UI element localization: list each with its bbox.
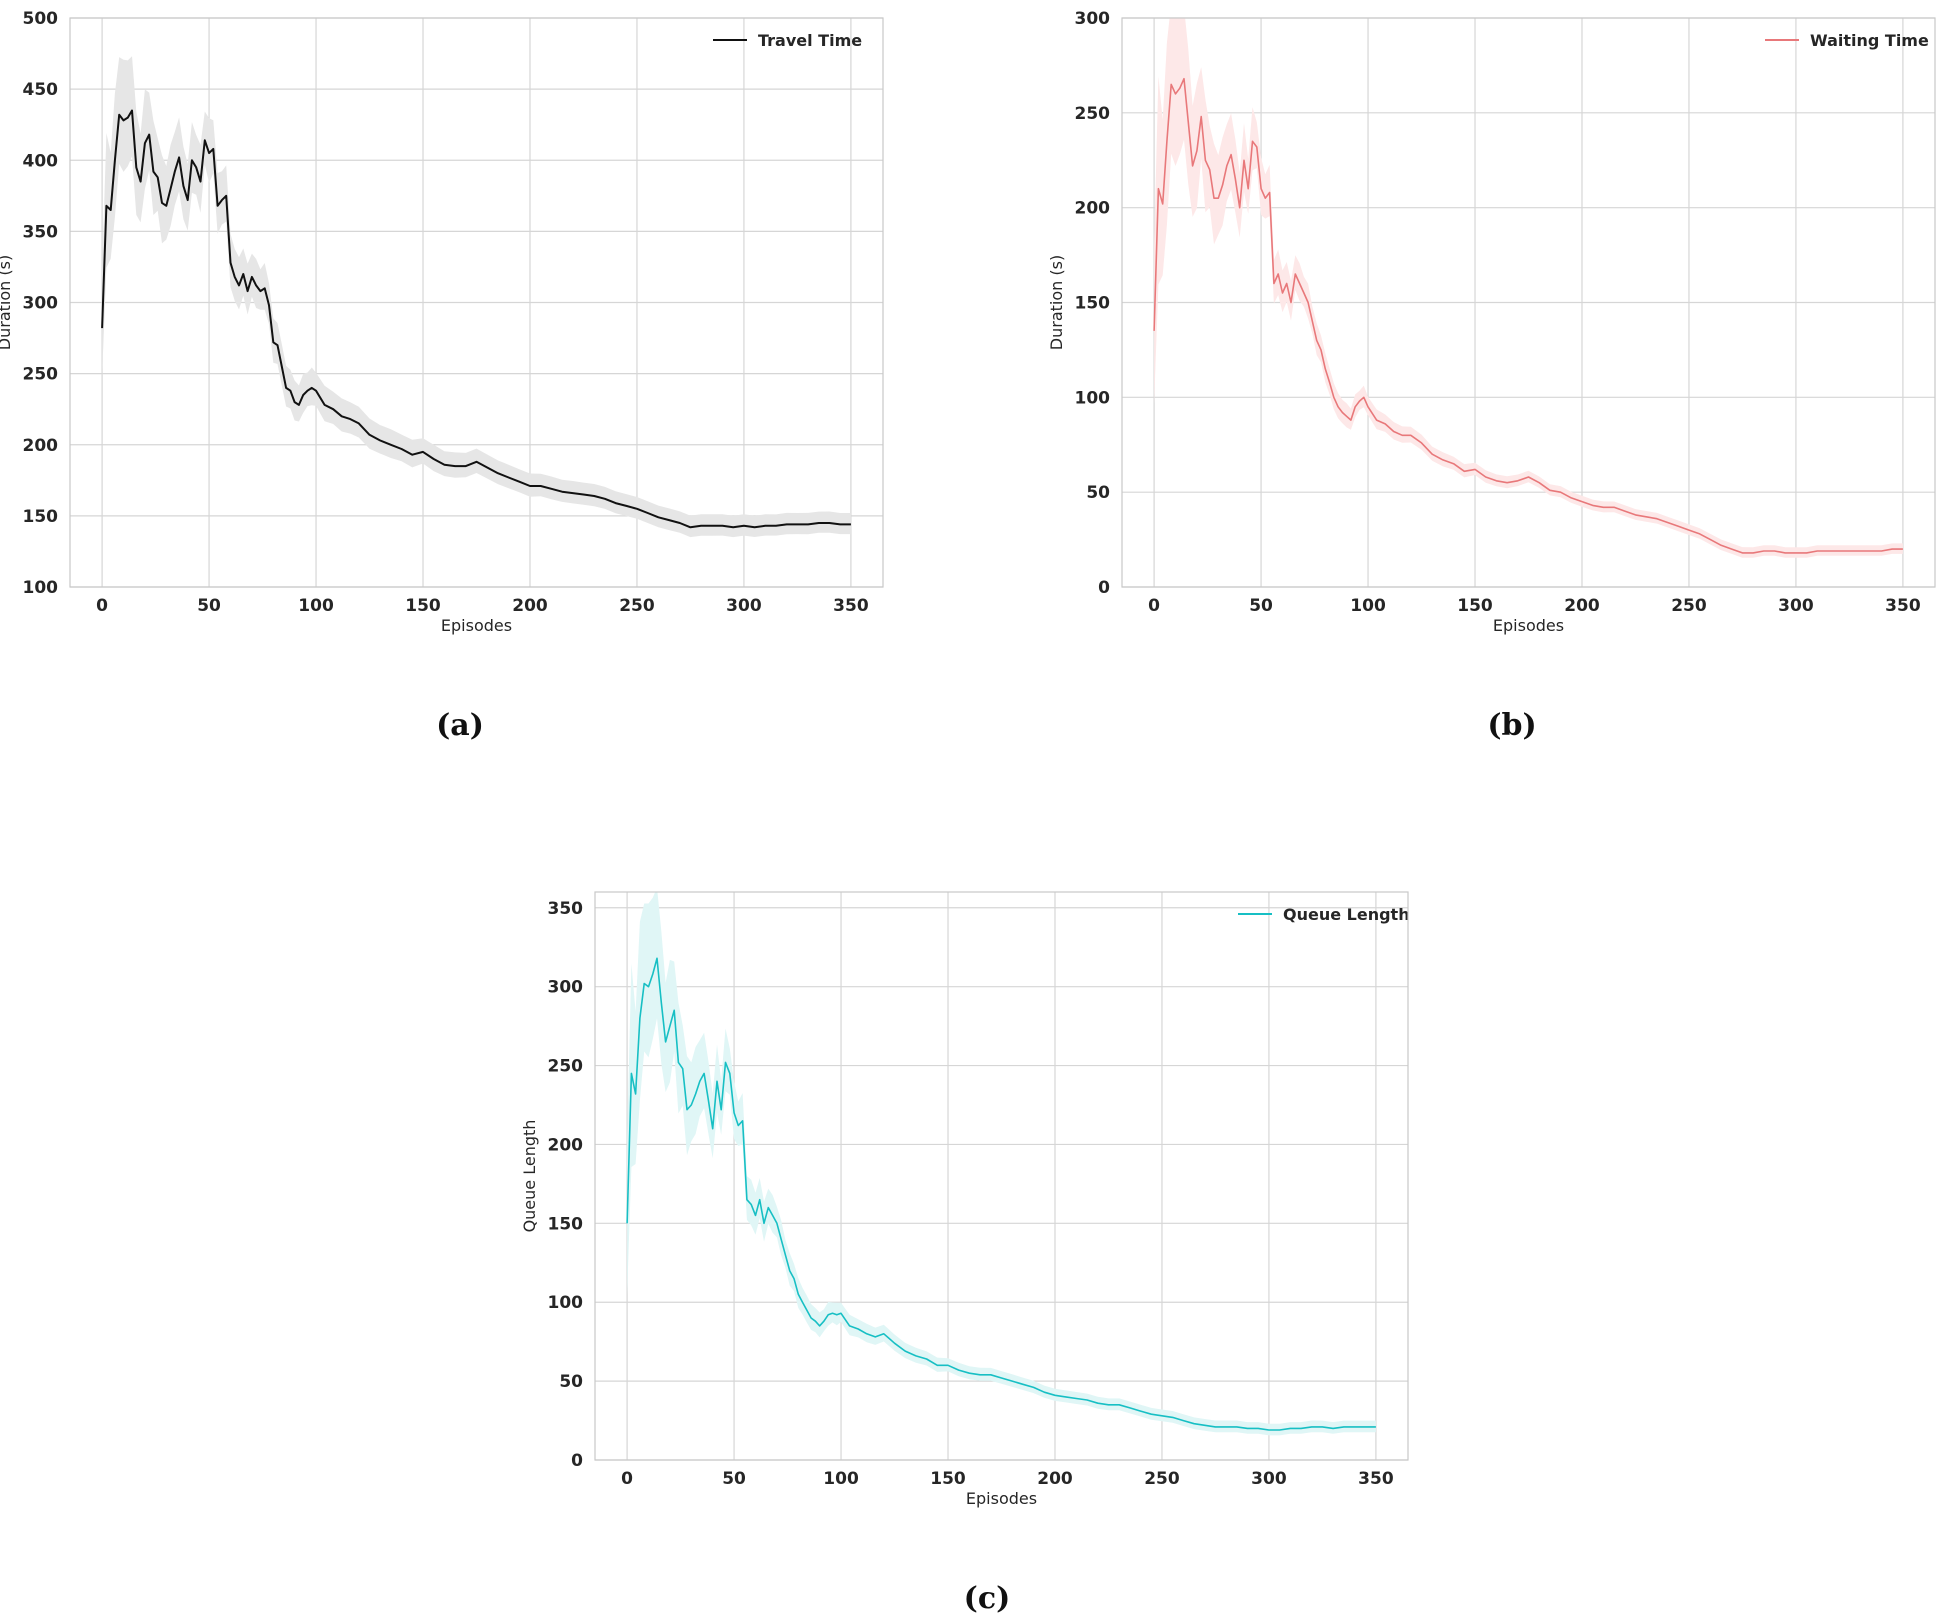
panel-caption: (c) — [964, 1581, 1011, 1616]
x-tick-label: 150 — [930, 1469, 966, 1489]
y-tick-label: 250 — [23, 365, 59, 385]
y-tick-label: 300 — [1075, 9, 1111, 29]
plot-frame — [1121, 17, 1936, 588]
x-tick-label: 200 — [1037, 1469, 1073, 1489]
series-line-queue-length — [626, 957, 1376, 1431]
x-axis-label: Episodes — [1493, 616, 1564, 635]
y-axis-label: Duration (s) — [0, 255, 14, 350]
panel-caption: (a) — [436, 708, 484, 743]
x-tick-label: 100 — [298, 596, 334, 616]
y-tick-label: 100 — [548, 1293, 584, 1313]
x-tick-label: 0 — [621, 1469, 633, 1489]
x-tick-label: 350 — [833, 596, 869, 616]
x-tick-label: 100 — [1350, 596, 1386, 616]
y-tick-label: 250 — [1075, 104, 1111, 124]
y-tick-label: 300 — [548, 978, 584, 998]
series-line-travel-time — [101, 109, 851, 529]
x-tick-label: 0 — [96, 596, 108, 616]
y-axis-label: Queue Length — [520, 1120, 539, 1233]
x-axis-label: Episodes — [966, 1489, 1037, 1508]
y-tick-label: 100 — [1075, 388, 1111, 408]
series-band-queue-length — [627, 892, 1376, 1436]
x-axis-label: Episodes — [441, 616, 512, 635]
y-tick-label: 150 — [23, 507, 59, 527]
panel-c-queue-length: Queue Length 0 50 100 150 200 250 300 350 0 50 100 1… — [520, 891, 1410, 1616]
legend-label: Waiting Time — [1810, 31, 1929, 50]
x-tick-label: 150 — [1457, 596, 1493, 616]
x-tick-label: 250 — [619, 596, 655, 616]
y-tick-label: 0 — [1098, 578, 1110, 598]
panel-a-travel-time: Travel Time 100 150 200 250 300 350 400 450 500 0 5… — [0, 9, 884, 743]
plot-frame — [594, 891, 1409, 1461]
series-line-waiting-time — [1153, 77, 1903, 554]
y-tick-label: 200 — [1075, 199, 1111, 219]
x-tick-label: 0 — [1148, 596, 1160, 616]
y-tick-label: 100 — [23, 578, 59, 598]
x-tick-label: 100 — [823, 1469, 859, 1489]
x-tick-label: 150 — [405, 596, 441, 616]
x-tick-label: 250 — [1671, 596, 1707, 616]
panel-b-waiting-time: Waiting Time 0 50 100 150 200 250 300 0 50 100 150 2… — [1047, 9, 1936, 743]
y-axis-label: Duration (s) — [1047, 255, 1066, 350]
y-tick-label: 250 — [548, 1057, 584, 1077]
plot-frame — [69, 17, 884, 588]
x-tick-label: 250 — [1144, 1469, 1180, 1489]
x-tick-label: 300 — [726, 596, 762, 616]
legend-label: Queue Length — [1283, 905, 1410, 924]
y-tick-label: 350 — [548, 899, 584, 919]
y-tick-label: 0 — [571, 1451, 583, 1471]
y-tick-label: 150 — [548, 1214, 584, 1234]
legend-label: Travel Time — [758, 31, 862, 50]
x-tick-label: 200 — [512, 596, 548, 616]
y-tick-label: 350 — [23, 222, 59, 242]
x-tick-label: 350 — [1885, 596, 1921, 616]
y-tick-label: 50 — [559, 1372, 583, 1392]
x-tick-label: 300 — [1251, 1469, 1287, 1489]
y-tick-label: 450 — [23, 80, 59, 100]
x-tick-label: 300 — [1778, 596, 1814, 616]
x-tick-label: 50 — [197, 596, 221, 616]
y-tick-label: 50 — [1086, 483, 1110, 503]
y-tick-label: 200 — [23, 436, 59, 456]
y-tick-label: 200 — [548, 1135, 584, 1155]
x-tick-label: 50 — [722, 1469, 746, 1489]
x-tick-label: 50 — [1249, 596, 1273, 616]
x-tick-label: 350 — [1358, 1469, 1394, 1489]
x-tick-label: 200 — [1564, 596, 1600, 616]
y-tick-label: 300 — [23, 294, 59, 314]
y-tick-label: 150 — [1075, 294, 1111, 314]
series-band-travel-time — [102, 56, 851, 538]
y-tick-label: 400 — [23, 151, 59, 171]
panel-caption: (b) — [1487, 708, 1536, 743]
y-tick-label: 500 — [23, 9, 59, 29]
series-band-waiting-time — [1154, 18, 1903, 558]
